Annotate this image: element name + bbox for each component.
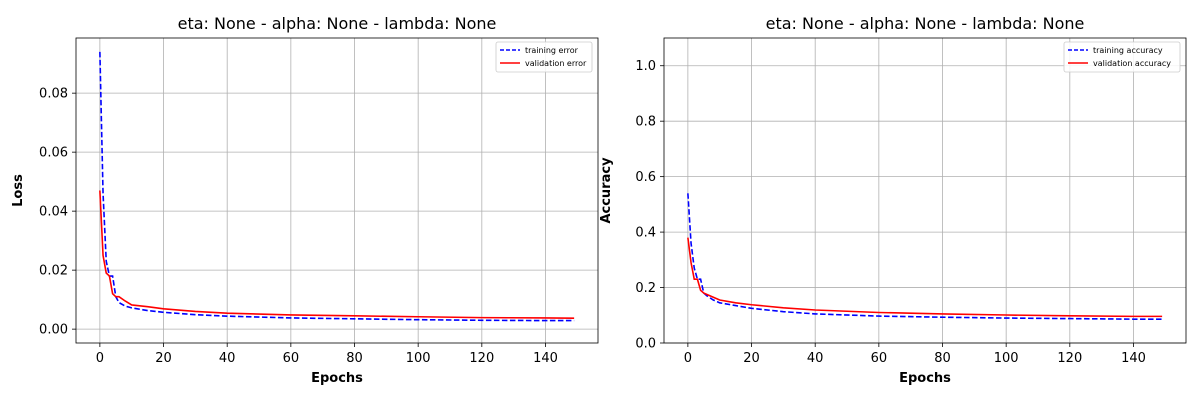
x-tick-label: 40 (219, 351, 236, 366)
accuracy-chart: 0 20 40 60 80 100 120 140 0.0 0.2 0.4 0.6 0.8 1.0 eta:… (599, 14, 1187, 386)
series-line-validation-error (99, 190, 575, 320)
plot-frame (663, 37, 1187, 344)
legend-box (1063, 41, 1181, 73)
y-tick-label: 0.02 (39, 264, 68, 279)
plot-frame (75, 37, 599, 344)
y-tick-label: 0.06 (39, 146, 68, 161)
y-tick-label: 1.0 (635, 59, 656, 74)
y-tick-label: 0.08 (39, 87, 68, 102)
x-tick-label: 60 (871, 351, 888, 366)
y-axis-label: Loss (11, 174, 26, 207)
legend-label: training accuracy (1093, 46, 1163, 55)
legend-label: validation error (525, 59, 587, 68)
x-tick-label: 120 (469, 351, 494, 366)
x-tick-label: 100 (994, 351, 1019, 366)
loss-chart: 0 20 40 60 80 100 120 140 0.00 0.02 0.04 0.06 0.08 et… (11, 14, 599, 386)
x-tick-label: 0 (96, 351, 104, 366)
x-axis-label: Epochs (899, 371, 951, 386)
series-line-training-accuracy (687, 193, 1163, 320)
y-tick-label: 0.0 (635, 337, 656, 352)
y-axis-label: Accuracy (599, 157, 614, 224)
x-tick-label: 80 (346, 351, 363, 366)
chart-title: eta: None - alpha: None - lambda: None (178, 14, 497, 33)
x-tick-label: 40 (807, 351, 824, 366)
legend-label: validation accuracy (1093, 59, 1171, 68)
x-tick-label: 120 (1057, 351, 1082, 366)
series-line-validation-accuracy (687, 237, 1163, 318)
y-tick-label: 0.04 (39, 205, 68, 220)
y-tick-label: 0.4 (635, 226, 656, 241)
y-tick-label: 0.6 (635, 170, 656, 185)
x-tick-label: 0 (684, 351, 692, 366)
chart-title: eta: None - alpha: None - lambda: None (766, 14, 1085, 33)
x-tick-label: 80 (934, 351, 951, 366)
x-tick-label: 20 (155, 351, 172, 366)
legend: training accuracy validation accuracy (1063, 41, 1181, 73)
x-tick-label: 140 (533, 351, 558, 366)
y-tick-label: 0.2 (635, 281, 656, 296)
x-tick-label: 60 (283, 351, 300, 366)
x-tick-label: 100 (406, 351, 431, 366)
x-axis-label: Epochs (311, 371, 363, 386)
series-line-training-error (99, 51, 575, 322)
legend-label: training error (525, 46, 579, 55)
y-tick-label: 0.00 (39, 323, 68, 338)
x-tick-label: 20 (743, 351, 760, 366)
y-tick-label: 0.8 (635, 115, 656, 130)
x-tick-label: 140 (1121, 351, 1146, 366)
legend: training error validation error (495, 41, 593, 73)
